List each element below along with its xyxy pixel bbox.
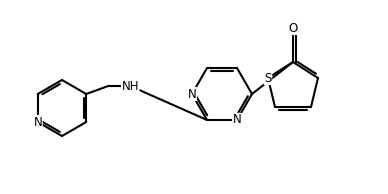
Text: NH: NH [121, 80, 139, 93]
Text: N: N [233, 113, 241, 126]
Text: N: N [188, 87, 196, 100]
Text: O: O [288, 22, 298, 35]
Text: N: N [33, 115, 42, 128]
Text: S: S [264, 72, 272, 85]
